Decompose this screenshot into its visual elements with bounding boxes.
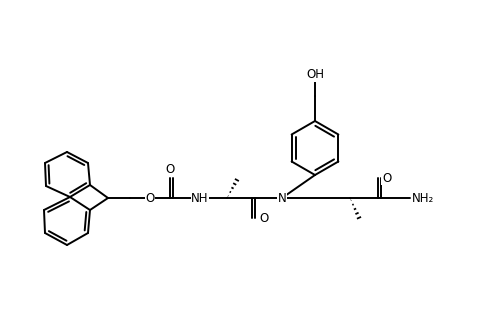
- Text: NH: NH: [191, 191, 209, 205]
- Text: N: N: [278, 191, 286, 205]
- Text: O: O: [259, 212, 268, 224]
- Text: OH: OH: [306, 69, 324, 82]
- Text: NH₂: NH₂: [412, 191, 434, 205]
- Text: O: O: [165, 163, 175, 176]
- Text: O: O: [145, 191, 155, 205]
- Text: O: O: [382, 172, 391, 184]
